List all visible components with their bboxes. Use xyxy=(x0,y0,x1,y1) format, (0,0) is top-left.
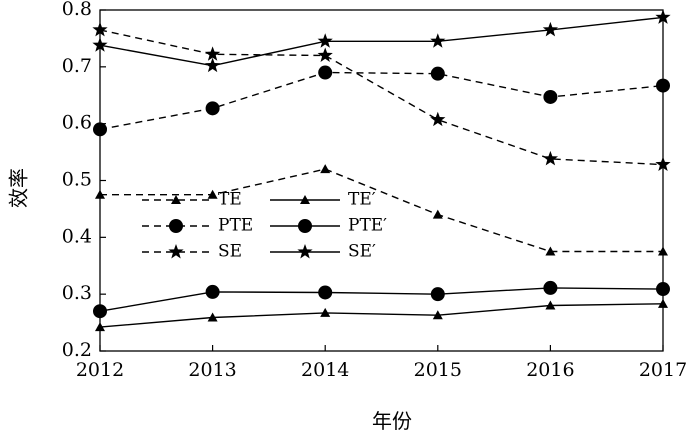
data-point-pte-prime xyxy=(430,287,445,302)
legend-item-pte-prime: PTE′ xyxy=(270,216,387,236)
data-point-se-prime xyxy=(92,37,108,52)
data-point-te-prime xyxy=(207,312,218,322)
data-point-te-prime xyxy=(432,310,443,320)
series-line-pte-prime xyxy=(99,287,664,312)
legend-marker xyxy=(297,244,313,259)
legend-label: PTE′ xyxy=(348,216,387,236)
data-point-pte-prime xyxy=(93,304,107,319)
series-pte-prime xyxy=(93,280,670,319)
data-point-te xyxy=(658,246,668,256)
series-line-se-prime xyxy=(99,16,664,67)
data-point-te-prime xyxy=(545,300,556,310)
data-point-se-prime xyxy=(655,9,671,24)
x-tick-label: 2014 xyxy=(301,359,349,381)
data-point-pte-prime xyxy=(543,280,558,295)
series-te-prime xyxy=(95,298,668,332)
data-point-pte-prime xyxy=(205,284,220,299)
data-point-pte xyxy=(430,66,445,81)
y-tick-label: 0.2 xyxy=(62,339,92,361)
legend-marker xyxy=(168,244,184,259)
legend-item-te-prime: TE′ xyxy=(270,190,376,210)
data-point-pte xyxy=(543,89,558,104)
data-point-se xyxy=(317,47,333,62)
legend-marker xyxy=(169,219,183,233)
legend-label: SE′ xyxy=(348,242,376,262)
series-line-te-prime xyxy=(99,303,664,328)
x-tick-label: 2012 xyxy=(76,359,124,381)
data-point-se xyxy=(655,156,671,172)
data-point-se-prime xyxy=(430,33,446,48)
data-point-pte-prime xyxy=(318,285,333,300)
legend-marker xyxy=(298,219,312,233)
x-tick-label: 2016 xyxy=(526,359,574,381)
axes: 0.2 0.3 0.4 0.5 0.6 0.7 0.8 2012 2013 2014 2015 201… xyxy=(62,0,687,381)
data-point-te xyxy=(320,164,331,174)
data-point-te-prime xyxy=(320,307,331,317)
data-point-te xyxy=(95,189,105,199)
y-tick-label: 0.4 xyxy=(62,225,92,247)
legend-label: PTE xyxy=(218,216,253,236)
y-tick-label: 0.7 xyxy=(62,55,92,77)
legend-marker xyxy=(171,195,181,204)
series-pte xyxy=(93,65,670,137)
data-point-se xyxy=(430,111,446,127)
data-point-se-prime xyxy=(317,33,333,48)
data-point-se xyxy=(542,150,559,166)
legend: TE PTE SE TE′ PTE′ SE′ xyxy=(142,190,387,262)
data-point-te xyxy=(545,246,556,256)
y-tick-label: 0.8 xyxy=(62,0,92,20)
data-point-se-prime xyxy=(542,21,559,37)
legend-label: SE xyxy=(218,242,242,262)
series-line-pte xyxy=(99,71,664,131)
data-point-pte xyxy=(93,122,107,137)
x-axis-title: 年份 xyxy=(372,409,412,433)
x-tick-label: 2015 xyxy=(414,359,462,381)
data-point-pte xyxy=(656,78,670,93)
data-point-se-prime xyxy=(204,57,221,73)
data-point-se xyxy=(204,46,221,61)
series-se xyxy=(92,21,671,172)
y-tick-label: 0.5 xyxy=(62,169,92,191)
data-point-pte xyxy=(318,65,333,80)
x-tick-label: 2017 xyxy=(639,359,687,381)
y-tick-label: 0.3 xyxy=(62,282,92,304)
data-point-te-prime xyxy=(95,322,105,332)
series-line-se xyxy=(99,29,664,166)
series-se-prime xyxy=(92,9,671,73)
legend-marker xyxy=(300,195,310,204)
legend-label: TE′ xyxy=(348,190,376,210)
legend-item-se: SE xyxy=(142,242,242,262)
legend-item-pte: PTE xyxy=(142,216,253,236)
series-layer xyxy=(92,9,671,332)
data-point-te xyxy=(432,209,443,219)
data-point-pte-prime xyxy=(656,282,670,297)
legend-item-se-prime: SE′ xyxy=(270,242,376,262)
series-te xyxy=(95,164,668,256)
legend-item-te: TE xyxy=(142,190,242,210)
series-line-te xyxy=(100,168,663,253)
y-tick-label: 0.6 xyxy=(62,112,92,134)
x-tick-label: 2013 xyxy=(188,359,236,381)
data-point-te-prime xyxy=(658,298,668,308)
data-point-te xyxy=(207,189,218,199)
data-point-pte xyxy=(205,101,220,116)
y-axis-title: 效率 xyxy=(7,168,31,208)
data-point-se xyxy=(92,21,108,37)
legend-label: TE xyxy=(218,190,242,210)
